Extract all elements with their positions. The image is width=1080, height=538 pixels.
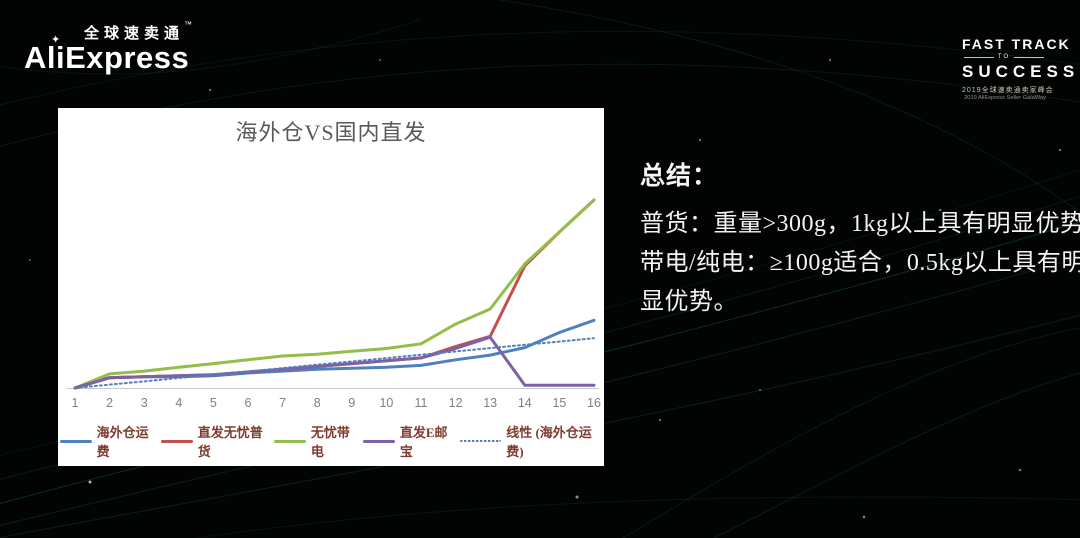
summary-line: 显优势。 bbox=[640, 289, 738, 315]
divider-line bbox=[964, 56, 994, 58]
fast-track-subtitle-cn: 2019全球速卖通卖家峰会 bbox=[962, 87, 1054, 94]
fast-track-subtitle-en: 2019 AliExpress Seller GalaWay bbox=[964, 95, 1046, 101]
legend-label: 直发无忧普货 bbox=[197, 425, 263, 459]
legend-label: 无忧带电 bbox=[310, 425, 350, 459]
summary-line: 普货：重量>300g，1kg以上具有明显优势。 bbox=[640, 211, 1080, 237]
summary-heading: 总结： bbox=[640, 163, 719, 190]
x-axis-tick-label: 8 bbox=[314, 396, 321, 410]
x-axis-tick-label: 3 bbox=[141, 396, 148, 410]
series-line-1 bbox=[73, 198, 596, 390]
chart-panel: 海外仓VS国内直发 1 2 3 4 5 6 7 8 9 10 11 12 13 14 15 16 海外仓运费直… bbox=[58, 108, 604, 466]
legend-swatch bbox=[161, 439, 193, 443]
legend-item: 直发E邮宝 bbox=[363, 422, 456, 460]
divider-line bbox=[1014, 56, 1045, 58]
summary-block: 总结： 普货：重量>300g，1kg以上具有明显优势。 带电/纯电：≥100g适… bbox=[640, 156, 1080, 322]
legend-item: 海外仓运费 bbox=[60, 422, 157, 460]
fast-track-to: TO bbox=[997, 54, 1011, 60]
x-axis-tick-label: 15 bbox=[552, 396, 566, 410]
legend-swatch bbox=[460, 440, 502, 442]
summary-line: 带电/纯电：≥100g适合，0.5kg以上具有明 bbox=[640, 250, 1080, 276]
aliexpress-wordmark: AliExpress bbox=[24, 40, 190, 75]
legend-item: 直发无忧普货 bbox=[161, 422, 270, 460]
x-axis-tick-label: 13 bbox=[483, 396, 497, 410]
legend-item: 无忧带电 bbox=[274, 422, 359, 460]
aliexpress-chinese-name: 全球速卖通 bbox=[84, 25, 185, 42]
sparkle-icon: ✦ bbox=[51, 34, 61, 46]
legend-label: 海外仓运费 bbox=[96, 425, 149, 459]
chart-title: 海外仓VS国内直发 bbox=[235, 120, 427, 145]
x-axis-tick-label: 1 bbox=[72, 396, 79, 410]
trademark-symbol: ™ bbox=[184, 20, 193, 29]
chart-svg: 1 2 3 4 5 6 7 8 9 10 11 12 13 14 15 16 bbox=[66, 198, 601, 410]
chart-legend: 海外仓运费 直发无忧普货 无忧带电 直发E邮宝 线性 (海外仓运费) bbox=[58, 422, 604, 460]
aliexpress-logo: ✦ 全球速卖通 ™ AliExpress bbox=[24, 20, 193, 75]
x-axis-tick-label: 2 bbox=[106, 396, 113, 410]
series-line-4 bbox=[74, 337, 595, 389]
x-axis-tick-label: 9 bbox=[348, 396, 355, 410]
x-axis-tick-label: 16 bbox=[587, 396, 601, 410]
x-axis-tick-label: 6 bbox=[245, 396, 252, 410]
fast-track-logo: FAST TRACK TO SUCCESS 2019全球速卖通卖家峰会 2019… bbox=[962, 36, 1080, 101]
x-axis-tick-label: 5 bbox=[210, 396, 217, 410]
x-axis-tick-label: 14 bbox=[518, 396, 532, 410]
legend-label: 直发E邮宝 bbox=[399, 425, 448, 459]
series-line-2 bbox=[73, 198, 596, 390]
legend-item: 线性 (海外仓运费) bbox=[460, 422, 602, 460]
x-axis-tick-label: 7 bbox=[279, 396, 286, 410]
legend-swatch bbox=[363, 439, 395, 443]
x-axis-tick-label: 4 bbox=[175, 396, 182, 410]
fast-track-line2: SUCCESS bbox=[962, 62, 1080, 81]
series-line-3 bbox=[73, 335, 596, 390]
legend-label: 线性 (海外仓运费) bbox=[506, 425, 592, 459]
x-axis-tick-label: 10 bbox=[379, 396, 393, 410]
fast-track-line1: FAST TRACK bbox=[962, 36, 1071, 52]
x-axis-tick-label: 11 bbox=[415, 396, 428, 410]
x-axis-tick-label: 12 bbox=[449, 396, 463, 410]
fast-track-divider: TO bbox=[964, 54, 1045, 60]
legend-swatch bbox=[60, 439, 92, 443]
legend-swatch bbox=[274, 439, 306, 443]
